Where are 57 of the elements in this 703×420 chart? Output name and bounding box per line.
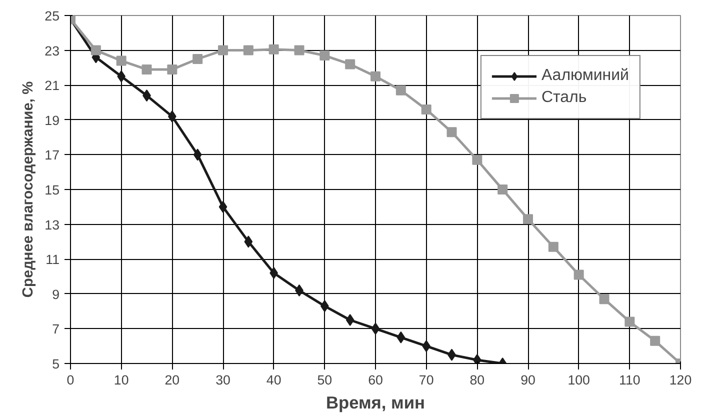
y-tick-label: 7 — [52, 322, 60, 337]
point — [371, 322, 380, 335]
y-tick-label: 5 — [52, 356, 60, 372]
x-tick-label: 10 — [114, 372, 129, 388]
x-tick-label: 30 — [216, 372, 230, 388]
x-tick-label: 120 — [669, 372, 692, 388]
legend-label: Сталь — [541, 89, 587, 107]
x-tick-label: 70 — [418, 372, 434, 388]
point — [650, 336, 660, 346]
y-tick-label: 15 — [44, 182, 60, 198]
y-tick-label: 9 — [52, 286, 60, 302]
point — [218, 45, 228, 56]
y-tick-label: 21 — [44, 78, 60, 94]
point — [548, 242, 558, 252]
point — [320, 50, 330, 61]
point — [370, 71, 380, 82]
point — [346, 314, 354, 326]
point — [345, 59, 356, 70]
point — [268, 44, 279, 54]
x-tick-label: 80 — [470, 372, 485, 388]
point — [396, 85, 406, 96]
point — [421, 104, 432, 114]
point — [142, 64, 152, 74]
point — [294, 45, 304, 56]
legend-label: Аалюминий — [541, 67, 629, 85]
point — [167, 64, 178, 74]
x-axis-title: Время, мин — [326, 392, 426, 412]
point — [498, 184, 508, 194]
y-tick-label: 25 — [44, 8, 60, 24]
x-tick-label: 90 — [520, 372, 536, 388]
y-axis-title: Среднее влагосодержание, % — [20, 81, 37, 298]
point — [192, 54, 203, 64]
point — [446, 127, 457, 138]
x-tick-label: 110 — [619, 372, 640, 388]
point — [243, 45, 254, 56]
point — [116, 56, 126, 66]
point — [218, 200, 228, 213]
x-tick-label: 50 — [317, 372, 332, 388]
point — [244, 236, 253, 248]
y-tick-label: 19 — [44, 112, 60, 128]
point — [396, 331, 406, 344]
point — [574, 270, 584, 280]
x-tick-label: 60 — [368, 372, 383, 388]
x-tick-label: 0 — [66, 372, 74, 388]
point — [624, 316, 635, 327]
point — [193, 148, 202, 161]
x-tick-label: 100 — [568, 372, 590, 388]
y-tick-label: 17 — [44, 148, 60, 163]
x-tick-label: 20 — [164, 372, 180, 388]
point — [523, 214, 533, 224]
point — [90, 45, 101, 56]
point — [472, 154, 482, 165]
point — [599, 294, 610, 304]
y-tick-label: 11 — [46, 252, 60, 268]
y-tick-label: 13 — [44, 217, 60, 232]
x-tick-label: 40 — [266, 372, 282, 388]
y-tick-label: 23 — [44, 43, 60, 58]
